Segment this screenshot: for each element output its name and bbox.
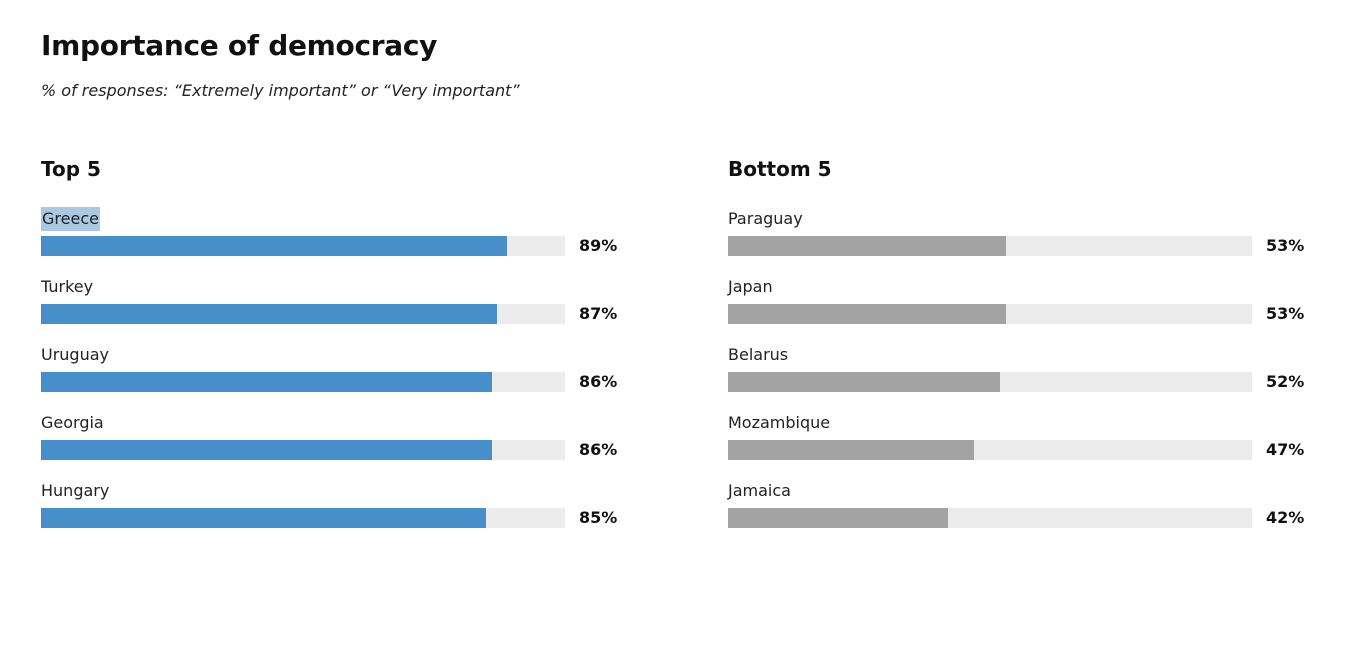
bar-row-paraguay: Paraguay 53% xyxy=(728,207,1328,275)
bar-track-belarus xyxy=(728,372,1252,392)
top-5-bars: Greece 89% Turkey 87% Uruguay 86% Georgia 86% Hu… xyxy=(41,207,641,547)
bar-track-mozambique xyxy=(728,440,1252,460)
category-label-greece: Greece xyxy=(41,207,100,231)
bar-row-georgia: Georgia 86% xyxy=(41,411,641,479)
bar-japan xyxy=(728,304,1006,324)
bar-track-hungary xyxy=(41,508,565,528)
bar-track-japan xyxy=(728,304,1252,324)
top-5-title: Top 5 xyxy=(41,157,101,181)
category-label-uruguay: Uruguay xyxy=(41,345,109,364)
value-label-mozambique: 47% xyxy=(1266,440,1305,459)
category-label-georgia: Georgia xyxy=(41,413,104,432)
category-label-hungary: Hungary xyxy=(41,481,110,500)
page-title: Importance of democracy xyxy=(41,29,438,62)
bar-row-turkey: Turkey 87% xyxy=(41,275,641,343)
bar-jamaica xyxy=(728,508,948,528)
bottom-5-panel: Bottom 5 Paraguay 53% Japan 53% Belarus 52% Mo… xyxy=(728,155,1328,547)
bar-track-turkey xyxy=(41,304,565,324)
category-label-turkey: Turkey xyxy=(41,277,94,296)
top-5-panel: Top 5 Greece 89% Turkey 87% Uruguay 86% Georgi… xyxy=(41,155,641,547)
bar-greece xyxy=(41,236,507,256)
bar-row-belarus: Belarus 52% xyxy=(728,343,1328,411)
value-label-uruguay: 86% xyxy=(579,372,618,391)
value-label-jamaica: 42% xyxy=(1266,508,1305,527)
value-label-japan: 53% xyxy=(1266,304,1305,323)
bar-track-greece xyxy=(41,236,565,256)
bar-track-georgia xyxy=(41,440,565,460)
category-label-jamaica: Jamaica xyxy=(728,481,791,500)
bar-row-hungary: Hungary 85% xyxy=(41,479,641,547)
bottom-5-title: Bottom 5 xyxy=(728,157,832,181)
bar-row-jamaica: Jamaica 42% xyxy=(728,479,1328,547)
bar-row-japan: Japan 53% xyxy=(728,275,1328,343)
value-label-turkey: 87% xyxy=(579,304,618,323)
bar-turkey xyxy=(41,304,497,324)
bar-row-greece: Greece 89% xyxy=(41,207,641,275)
bar-uruguay xyxy=(41,372,492,392)
bar-georgia xyxy=(41,440,492,460)
bottom-5-bars: Paraguay 53% Japan 53% Belarus 52% Mozambique 4… xyxy=(728,207,1328,547)
category-label-paraguay: Paraguay xyxy=(728,209,803,228)
value-label-paraguay: 53% xyxy=(1266,236,1305,255)
value-label-belarus: 52% xyxy=(1266,372,1305,391)
bar-paraguay xyxy=(728,236,1006,256)
bar-track-uruguay xyxy=(41,372,565,392)
bar-row-uruguay: Uruguay 86% xyxy=(41,343,641,411)
category-label-mozambique: Mozambique xyxy=(728,413,831,432)
bar-mozambique xyxy=(728,440,974,460)
value-label-greece: 89% xyxy=(579,236,618,255)
category-label-belarus: Belarus xyxy=(728,345,789,364)
bar-track-jamaica xyxy=(728,508,1252,528)
bar-row-mozambique: Mozambique 47% xyxy=(728,411,1328,479)
bar-track-paraguay xyxy=(728,236,1252,256)
bar-belarus xyxy=(728,372,1000,392)
chart-subtitle: % of responses: “Extremely important” or… xyxy=(41,81,520,100)
category-label-japan: Japan xyxy=(728,277,773,296)
value-label-georgia: 86% xyxy=(579,440,618,459)
value-label-hungary: 85% xyxy=(579,508,618,527)
bar-hungary xyxy=(41,508,486,528)
